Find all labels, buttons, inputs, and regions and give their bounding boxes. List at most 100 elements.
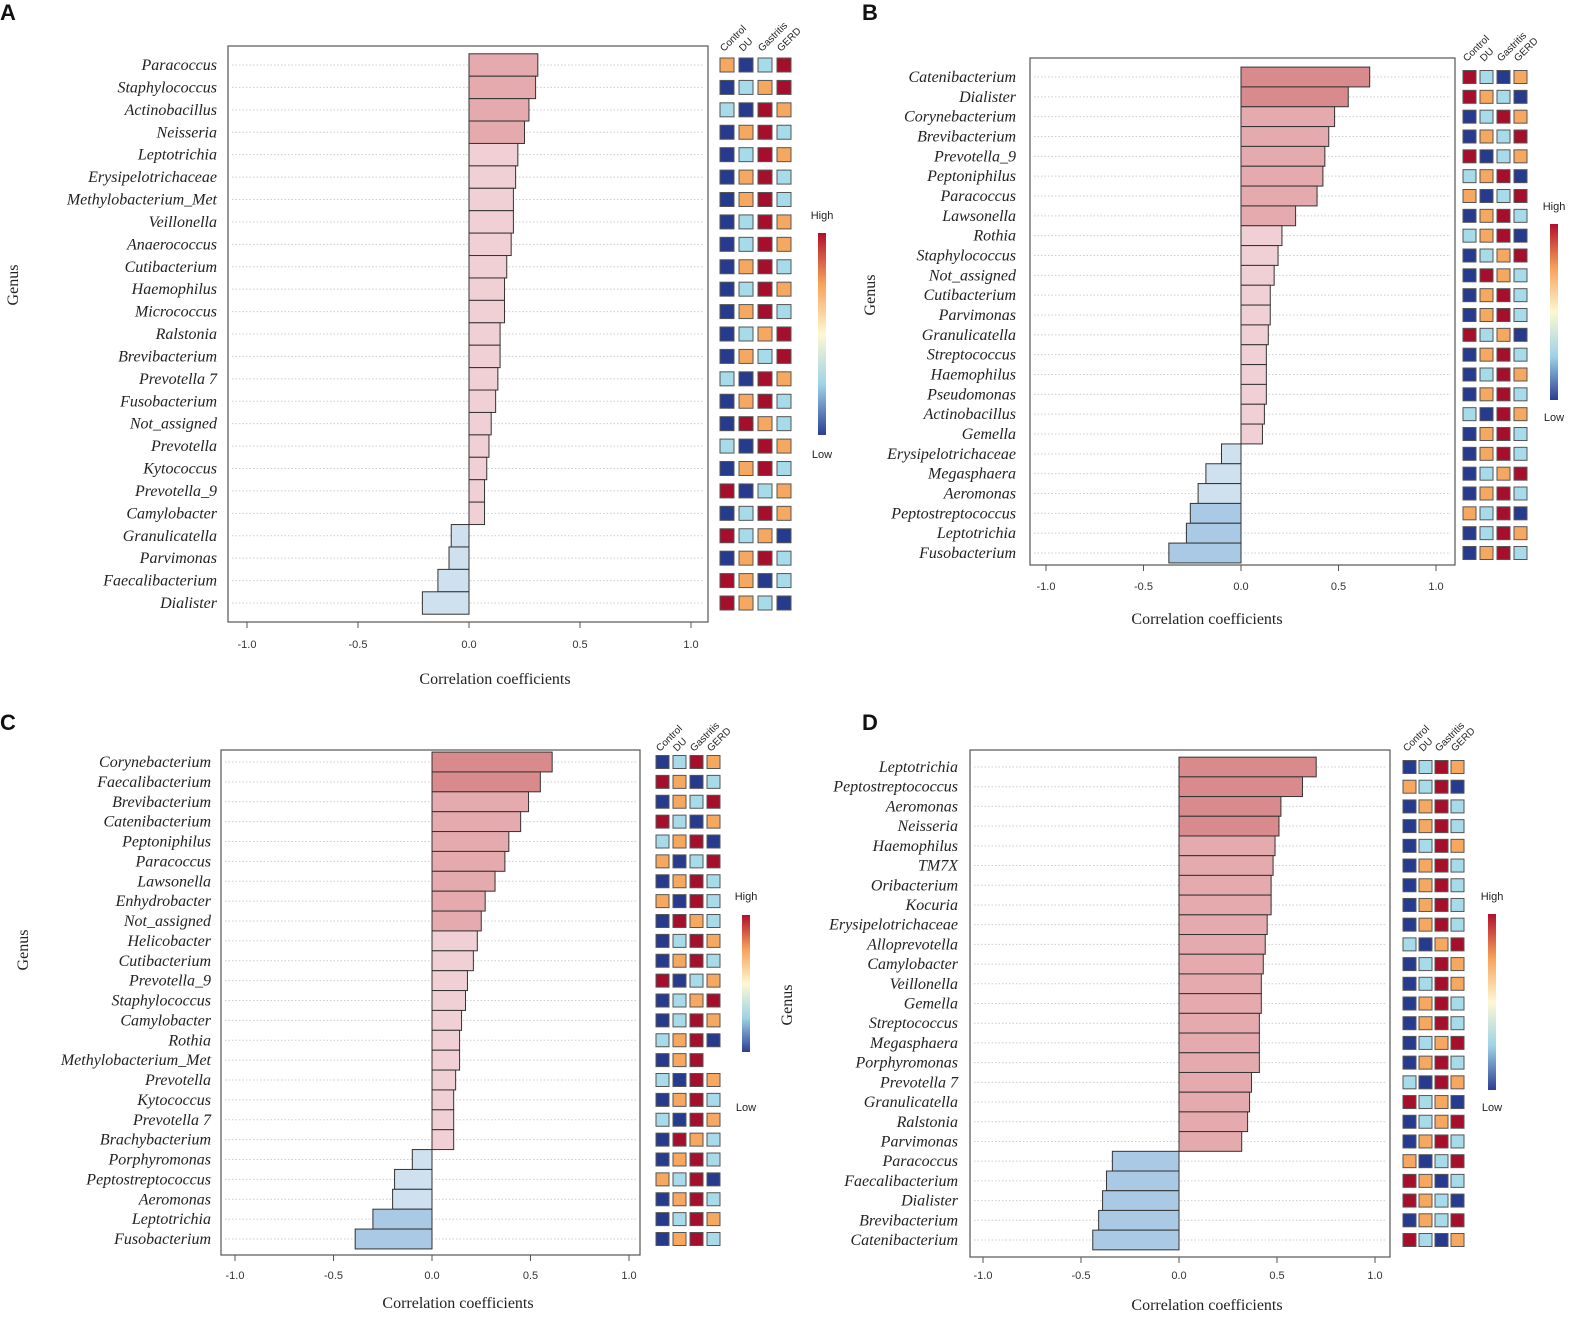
category-label: Paracoccus: [881, 1153, 958, 1170]
category-label: Haemophilus: [131, 281, 217, 298]
x-axis-title: Correlation coefficients: [382, 1295, 533, 1312]
x-tick-label: 0.0: [424, 1270, 439, 1282]
bar-erysipelotrichaceae: [468, 165, 517, 189]
heatmap-cell-gastritis: [1434, 1233, 1449, 1247]
heatmap-cell-gastritis: [1496, 387, 1511, 402]
category-label: Granulicatella: [123, 528, 217, 545]
heatmap-cell-du: [1479, 288, 1494, 303]
heatmap-cell-gerd: [706, 953, 721, 968]
heatmap-cell-gastritis: [1434, 1035, 1449, 1050]
x-axis-title: Correlation coefficients: [419, 671, 570, 688]
heatmap-cell-gastritis: [689, 814, 704, 829]
heatmap-cell-control: [719, 573, 735, 589]
heatmap-cell-du: [738, 79, 754, 95]
panel-letter: D: [862, 710, 878, 735]
x-tick-label: 1.0: [1428, 581, 1443, 593]
category-label: Camylobacter: [120, 1012, 211, 1029]
heatmap-cell-control: [1402, 1134, 1417, 1149]
colorbar: [1550, 224, 1558, 400]
heatmap-cell-gastritis: [1434, 799, 1449, 814]
category-label: Prevotella: [144, 1072, 211, 1089]
heatmap-cell-gastritis: [757, 124, 773, 140]
heatmap-cell-du: [672, 874, 687, 889]
heatmap-cell-du: [738, 371, 754, 387]
category-label: Camylobacter: [126, 505, 217, 522]
heatmap-cell-gastritis: [1434, 996, 1449, 1011]
heatmap-cell-gastritis: [757, 595, 773, 611]
heatmap-cell-du: [672, 1033, 687, 1048]
heatmap-cell-control: [655, 953, 670, 968]
category-label: Pseudomonas: [926, 386, 1016, 403]
heatmap-cell-du: [672, 1013, 687, 1028]
heatmap-cell-gastritis: [689, 874, 704, 889]
heatmap-cell-du: [1418, 1035, 1433, 1050]
heatmap-cell-du: [738, 214, 754, 230]
y-axis-title: Genus: [779, 985, 796, 1026]
heatmap-cell-gerd: [1450, 1095, 1465, 1110]
heatmap-cell-du: [738, 550, 754, 566]
bar-leptotrichia: [1185, 522, 1242, 544]
bar-peptoniphilus: [431, 831, 510, 852]
heatmap-cell-gerd: [1513, 208, 1528, 223]
heatmap-cell-gerd: [776, 438, 792, 454]
bar-leptotrichia: [1178, 756, 1317, 778]
bar-kytococcus: [468, 456, 488, 481]
heatmap-cell-du: [738, 147, 754, 163]
bar-corynebacterium: [431, 751, 553, 773]
heatmap-cell-gerd: [706, 814, 721, 829]
category-label: Fusobacterium: [918, 545, 1016, 562]
heatmap-cell-control: [655, 973, 670, 988]
heatmap-cell-du: [1418, 799, 1433, 814]
heatmap-cell-gastritis: [757, 236, 773, 252]
category-label: Peptoniphilus: [926, 168, 1016, 185]
heatmap-cell-control: [1402, 937, 1417, 952]
heatmap-cell-gastritis: [757, 147, 773, 163]
category-label: Erysipelotrichaceae: [87, 169, 217, 186]
heatmap-cell-gerd: [706, 1212, 721, 1227]
heatmap-cell-gerd: [776, 192, 792, 207]
heatmap-cell-du: [672, 1212, 687, 1227]
category-label: Prevotella: [150, 438, 217, 455]
bar-not-assigned: [431, 910, 482, 932]
heatmap-cell-gastritis: [1434, 1173, 1449, 1188]
heatmap-cell-gerd: [706, 1172, 721, 1187]
heatmap-cell-gerd: [776, 236, 792, 252]
category-label: Catenibacterium: [103, 814, 211, 831]
heatmap-cell-gerd: [1513, 288, 1528, 303]
heatmap-cell-du: [738, 393, 754, 409]
heatmap-cell-gastritis: [1434, 1193, 1449, 1208]
heatmap-cell-control: [655, 1132, 670, 1147]
heatmap-cell-gerd: [1450, 1154, 1465, 1169]
heatmap-cell-du: [1418, 937, 1433, 952]
heatmap-cell-gastritis: [1496, 486, 1511, 501]
heatmap-cell-control: [655, 1073, 670, 1087]
heatmap-cell-gastritis: [689, 834, 704, 849]
heatmap-cell-du: [738, 57, 754, 73]
heatmap-cell-gastritis: [757, 281, 773, 297]
heatmap-cell-control: [1462, 169, 1477, 184]
heatmap-cell-control: [719, 416, 735, 432]
category-label: Erysipelotrichaceae: [886, 446, 1016, 463]
heatmap-cell-control: [655, 774, 670, 789]
category-label: Alloprevotella: [866, 936, 958, 953]
heatmap-cell-gerd: [776, 124, 792, 140]
bar-rothia: [431, 1029, 461, 1051]
heatmap-cell-gastritis: [1434, 957, 1449, 972]
x-tick-label: -0.5: [324, 1270, 343, 1282]
heatmap-cell-control: [1462, 526, 1477, 541]
heatmap-cell-gastritis: [689, 894, 704, 909]
heatmap-cell-du: [1479, 387, 1494, 402]
heatmap-cell-du: [1418, 1193, 1433, 1208]
category-label: Gemella: [962, 426, 1016, 443]
heatmap-cell-du: [1479, 129, 1494, 144]
heatmap-cell-gastritis: [1434, 1055, 1449, 1070]
heatmap-cell-gerd: [776, 102, 792, 118]
category-label: Actinobacillus: [923, 406, 1016, 423]
category-label: Micrococcus: [134, 304, 217, 321]
heatmap-cell-gastritis: [757, 169, 773, 185]
heatmap-cell-gerd: [776, 505, 792, 521]
heatmap-cell-gerd: [706, 1112, 721, 1127]
heatmap-cell-du: [672, 774, 687, 789]
category-label: Faecalibacterium: [102, 573, 217, 590]
heatmap-cell-gerd: [1513, 486, 1528, 501]
